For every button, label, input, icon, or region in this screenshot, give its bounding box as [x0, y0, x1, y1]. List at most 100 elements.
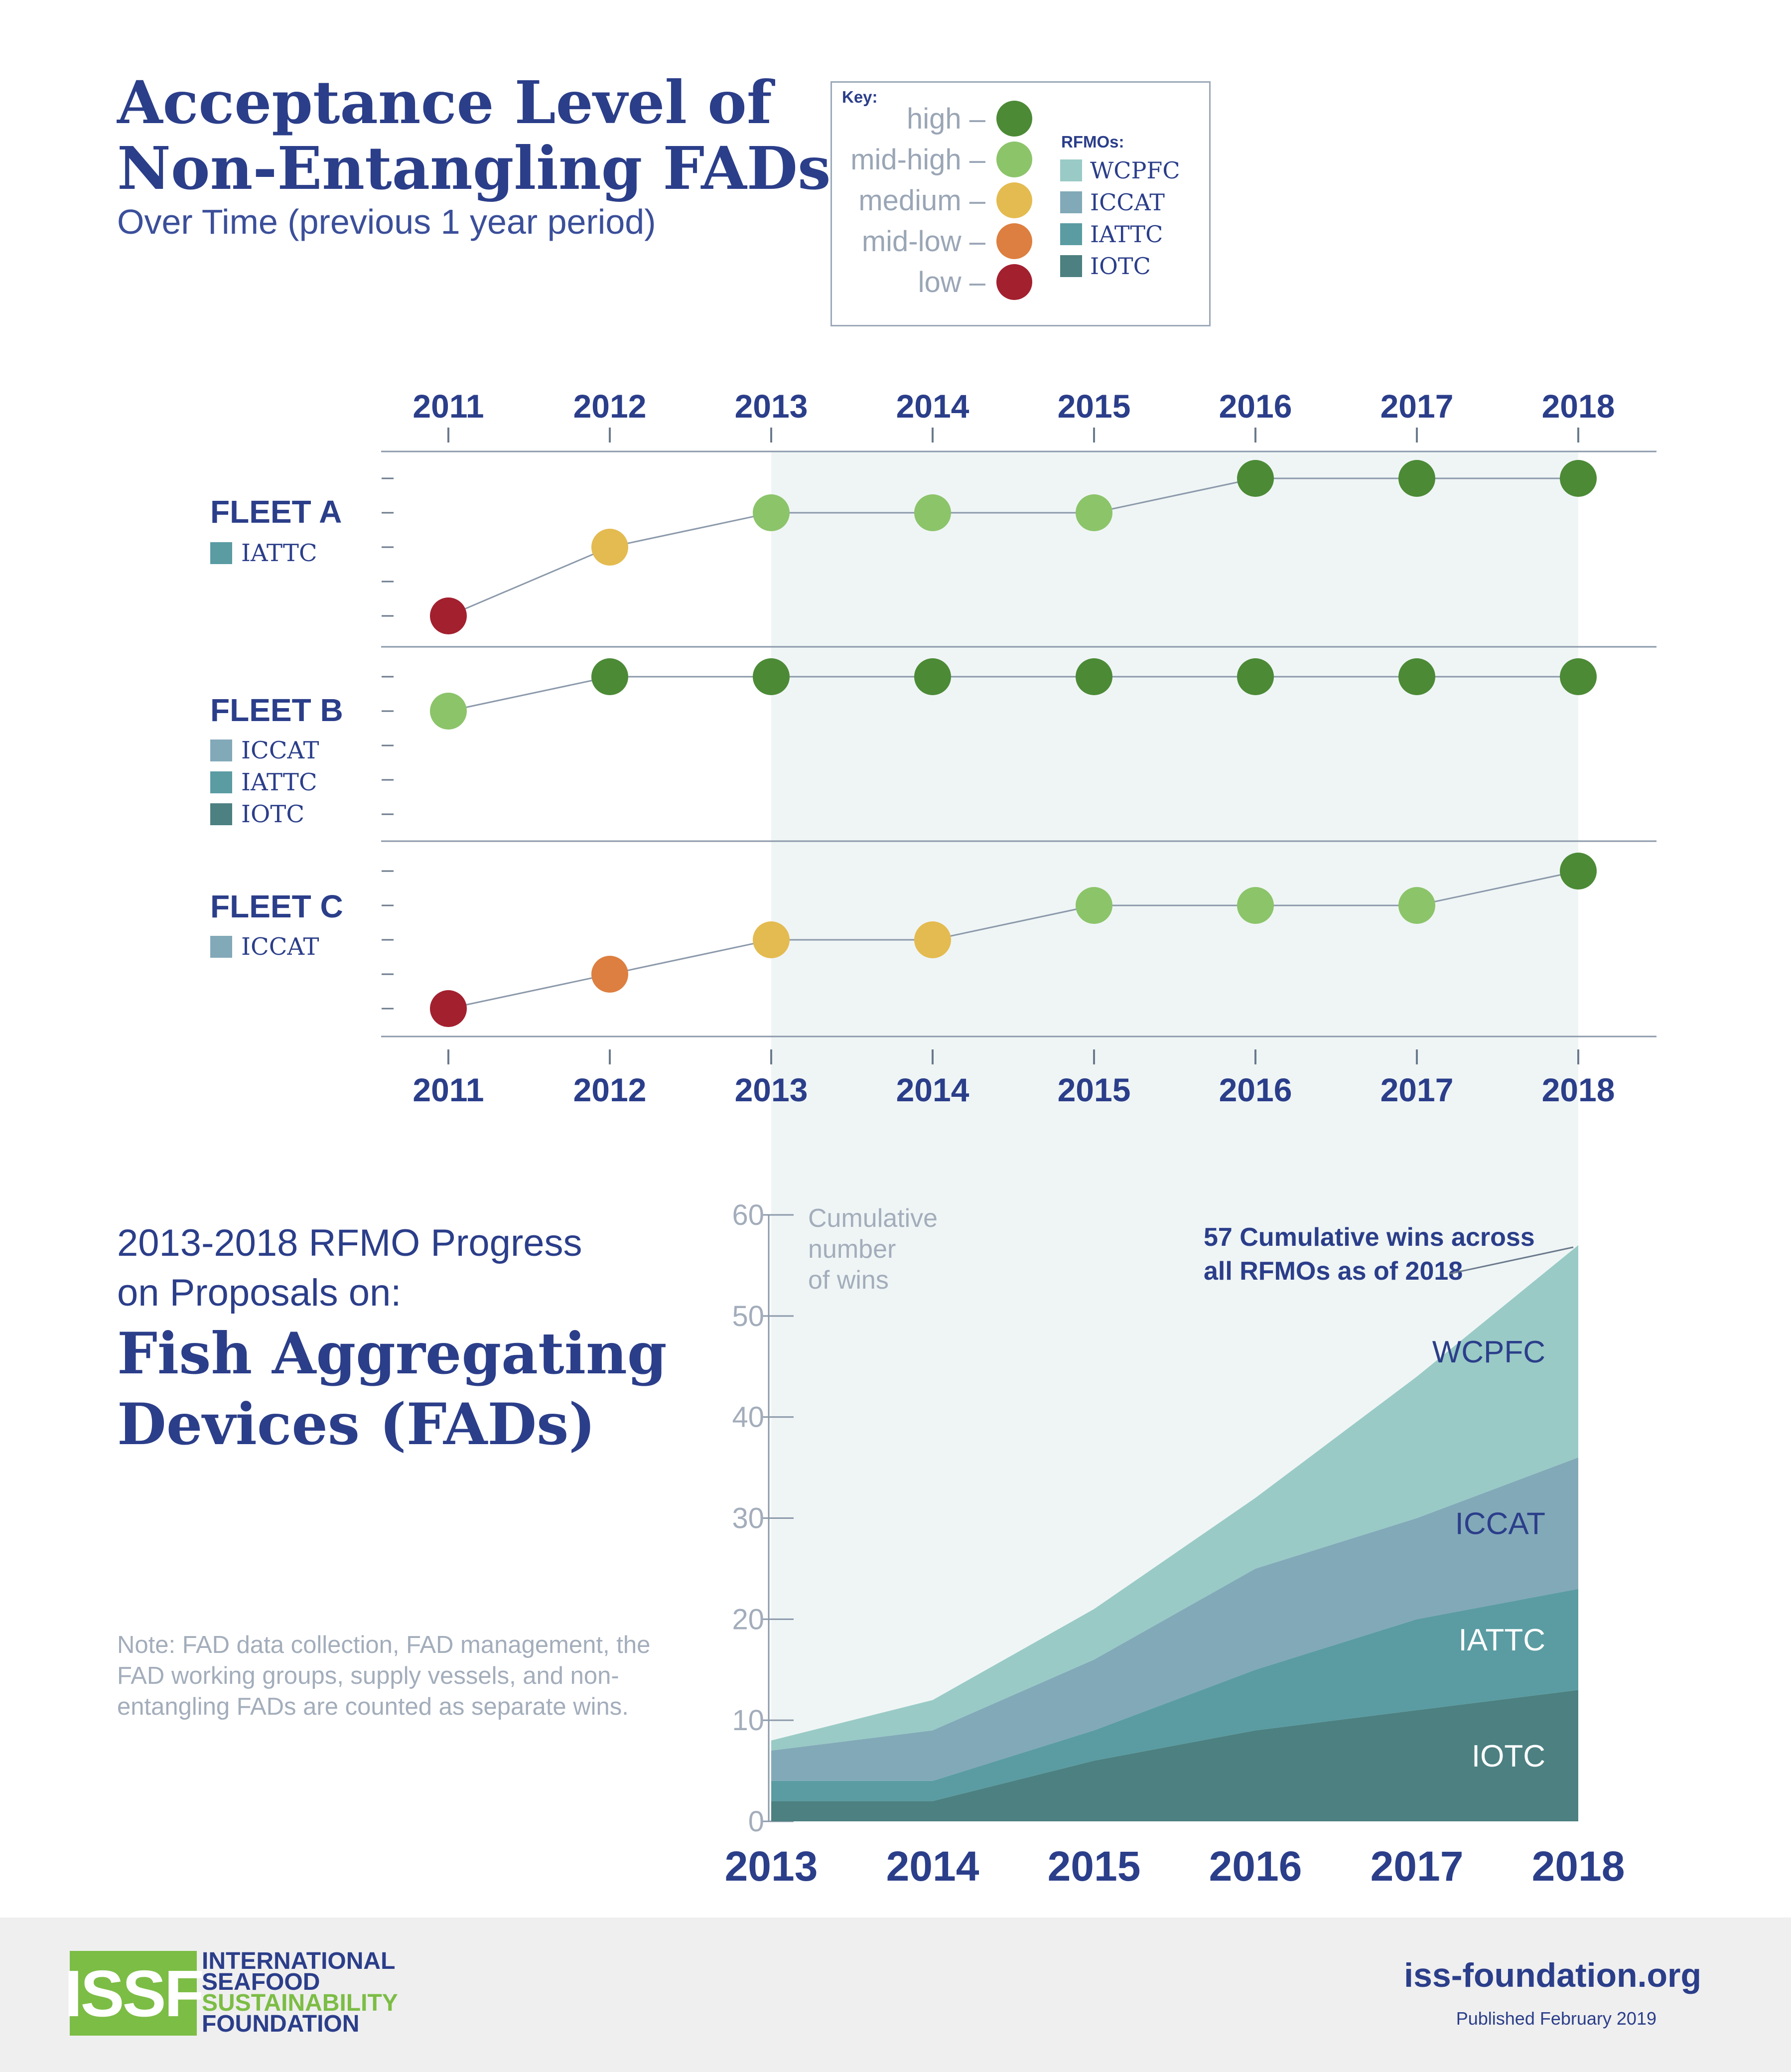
- fleet-level-point: [914, 921, 951, 958]
- y-tick-label: 10: [732, 1704, 764, 1737]
- fleet-level-point: [1076, 494, 1112, 531]
- key-level-low: low –: [918, 264, 1032, 300]
- key-level-medium: medium –: [858, 182, 1032, 218]
- year-label-top: 2015: [1058, 388, 1131, 425]
- fleet-level-point: [430, 990, 467, 1027]
- rfmo-key-iotc: IOTC: [1060, 251, 1151, 281]
- title-line-1: Acceptance Level of: [117, 68, 772, 137]
- org-line-1: INTERNATIONAL: [202, 1948, 396, 1974]
- high-dot-icon: [996, 101, 1032, 137]
- iattc-swatch-icon: [210, 542, 232, 564]
- issf-logo-wordmark: INTERNATIONAL SEAFOOD SUSTAINABILITY FOU…: [202, 1948, 398, 2037]
- section2-intro: 2013-2018 RFMO Progress on Proposals on:: [117, 1218, 715, 1318]
- x-year-label: 2016: [1209, 1843, 1302, 1890]
- fleet-level-point: [914, 494, 951, 531]
- iattc-swatch-icon: [1060, 223, 1082, 245]
- fleet-b-label: FLEET B: [210, 692, 343, 728]
- rfmo-key-iattc: IATTC: [1060, 219, 1163, 249]
- x-year-label: 2013: [725, 1843, 818, 1890]
- x-year-label: 2018: [1532, 1843, 1625, 1890]
- iotc-swatch-icon: [1060, 255, 1082, 277]
- key-level-mid-low: mid-low –: [862, 223, 1032, 259]
- rfmo-key-title: RFMOs:: [1061, 133, 1124, 151]
- key-level-label: low –: [918, 266, 985, 298]
- y-tick-label: 20: [732, 1603, 764, 1635]
- fleet-level-point: [1560, 658, 1597, 695]
- y-tick-label: 30: [732, 1502, 764, 1535]
- year-label-bottom: 2016: [1219, 1071, 1292, 1108]
- area-wcpfc: [771, 1245, 1578, 1751]
- area-iotc: [771, 1690, 1578, 1821]
- fleet-level-point: [1398, 887, 1435, 924]
- area-label-iccat: ICCAT: [1455, 1507, 1545, 1541]
- year-label-top: 2016: [1219, 388, 1292, 425]
- y-tick-label: 40: [732, 1401, 764, 1434]
- section2-title-line-1: Fish Aggregating: [117, 1320, 667, 1387]
- area-label-wcpfc: WCPFC: [1432, 1335, 1545, 1369]
- wcpfc-swatch-icon: [1060, 159, 1082, 181]
- rfmo-key-label: IATTC: [1090, 221, 1163, 248]
- low-dot-icon: [996, 264, 1032, 300]
- fleet-c-rfmo: ICCAT: [210, 932, 319, 962]
- page-title: Acceptance Level of Non-Entangling FADs: [117, 70, 831, 201]
- year-label-top: 2018: [1542, 388, 1615, 425]
- iccat-swatch-icon: [210, 740, 232, 761]
- key-level-label: medium –: [858, 184, 985, 217]
- key-title: Key:: [842, 88, 878, 106]
- year-label-bottom: 2015: [1058, 1071, 1131, 1108]
- x-year-label: 2014: [886, 1843, 979, 1890]
- year-label-bottom: 2017: [1380, 1071, 1454, 1108]
- y-axis-title-line: Cumulative: [808, 1204, 938, 1233]
- rfmo-key-iccat: ICCAT: [1060, 187, 1165, 217]
- y-axis-title-line: of wins: [808, 1266, 889, 1295]
- y-tick-label: 60: [732, 1199, 764, 1231]
- org-line-3: SUSTAINABILITY: [202, 1990, 398, 2016]
- rfmo-key-label: IOTC: [1090, 253, 1151, 280]
- key-level-label: mid-low –: [861, 225, 985, 258]
- legend-box: Key: high – mid-high – medium – mid-low …: [830, 81, 1211, 326]
- fleet-rfmo-label: ICCAT: [241, 933, 319, 961]
- fleet-level-point: [430, 597, 467, 634]
- website-link[interactable]: iss-foundation.org: [1404, 1956, 1701, 1994]
- rfmo-key-wcpfc: WCPFC: [1060, 155, 1180, 185]
- key-level-high: high –: [907, 101, 1032, 137]
- section2-title: Fish Aggregating Devices (FADs): [117, 1318, 715, 1460]
- fleet-level-point: [430, 693, 467, 730]
- issf-logo: ISSF: [64, 1951, 204, 2036]
- fleet-rfmo-label: IOTC: [241, 800, 305, 828]
- fleet-a-rfmo: IATTC: [210, 538, 317, 568]
- fleet-b-rfmo: IATTC: [210, 767, 317, 797]
- fleet-level-point: [753, 658, 790, 695]
- org-line-2: SEAFOOD: [202, 1969, 320, 1995]
- section2-intro-line-2: on Proposals on:: [117, 1272, 402, 1314]
- fleet-rfmo-label: IATTC: [241, 539, 317, 567]
- iccat-swatch-icon: [1060, 191, 1082, 213]
- fleet-level-point: [753, 921, 790, 958]
- total-wins-annotation: all RFMOs as of 2018: [1204, 1257, 1463, 1286]
- org-line-4: FOUNDATION: [202, 2011, 360, 2037]
- fleet-level-point: [1076, 658, 1112, 695]
- y-axis-title-line: number: [808, 1235, 896, 1264]
- y-tick-label: 0: [748, 1805, 764, 1838]
- fleet-level-point: [914, 658, 951, 695]
- key-level-label: high –: [906, 102, 985, 135]
- year-label-top: 2012: [573, 388, 647, 425]
- fleet-line-fleet-b: [448, 676, 1578, 712]
- mid-high-dot-icon: [996, 142, 1032, 177]
- fleet-level-point: [1398, 460, 1435, 497]
- x-year-label: 2017: [1371, 1843, 1464, 1890]
- section2-title-line-2: Devices (FADs): [117, 1391, 596, 1458]
- medium-dot-icon: [996, 182, 1032, 218]
- fleet-c-label: FLEET C: [210, 888, 343, 924]
- fleet-rfmo-label: IATTC: [241, 768, 317, 796]
- fleet-b-rfmo: IOTC: [210, 799, 304, 829]
- fleet-level-point: [1560, 460, 1597, 497]
- iccat-swatch-icon: [210, 936, 232, 958]
- year-label-bottom: 2013: [735, 1071, 808, 1108]
- fleet-rfmo-label: ICCAT: [241, 737, 319, 764]
- year-label-bottom: 2012: [573, 1071, 647, 1108]
- year-label-top: 2017: [1380, 388, 1454, 425]
- rfmo-key-label: WCPFC: [1090, 157, 1180, 184]
- section2-intro-line-1: 2013-2018 RFMO Progress: [117, 1222, 582, 1264]
